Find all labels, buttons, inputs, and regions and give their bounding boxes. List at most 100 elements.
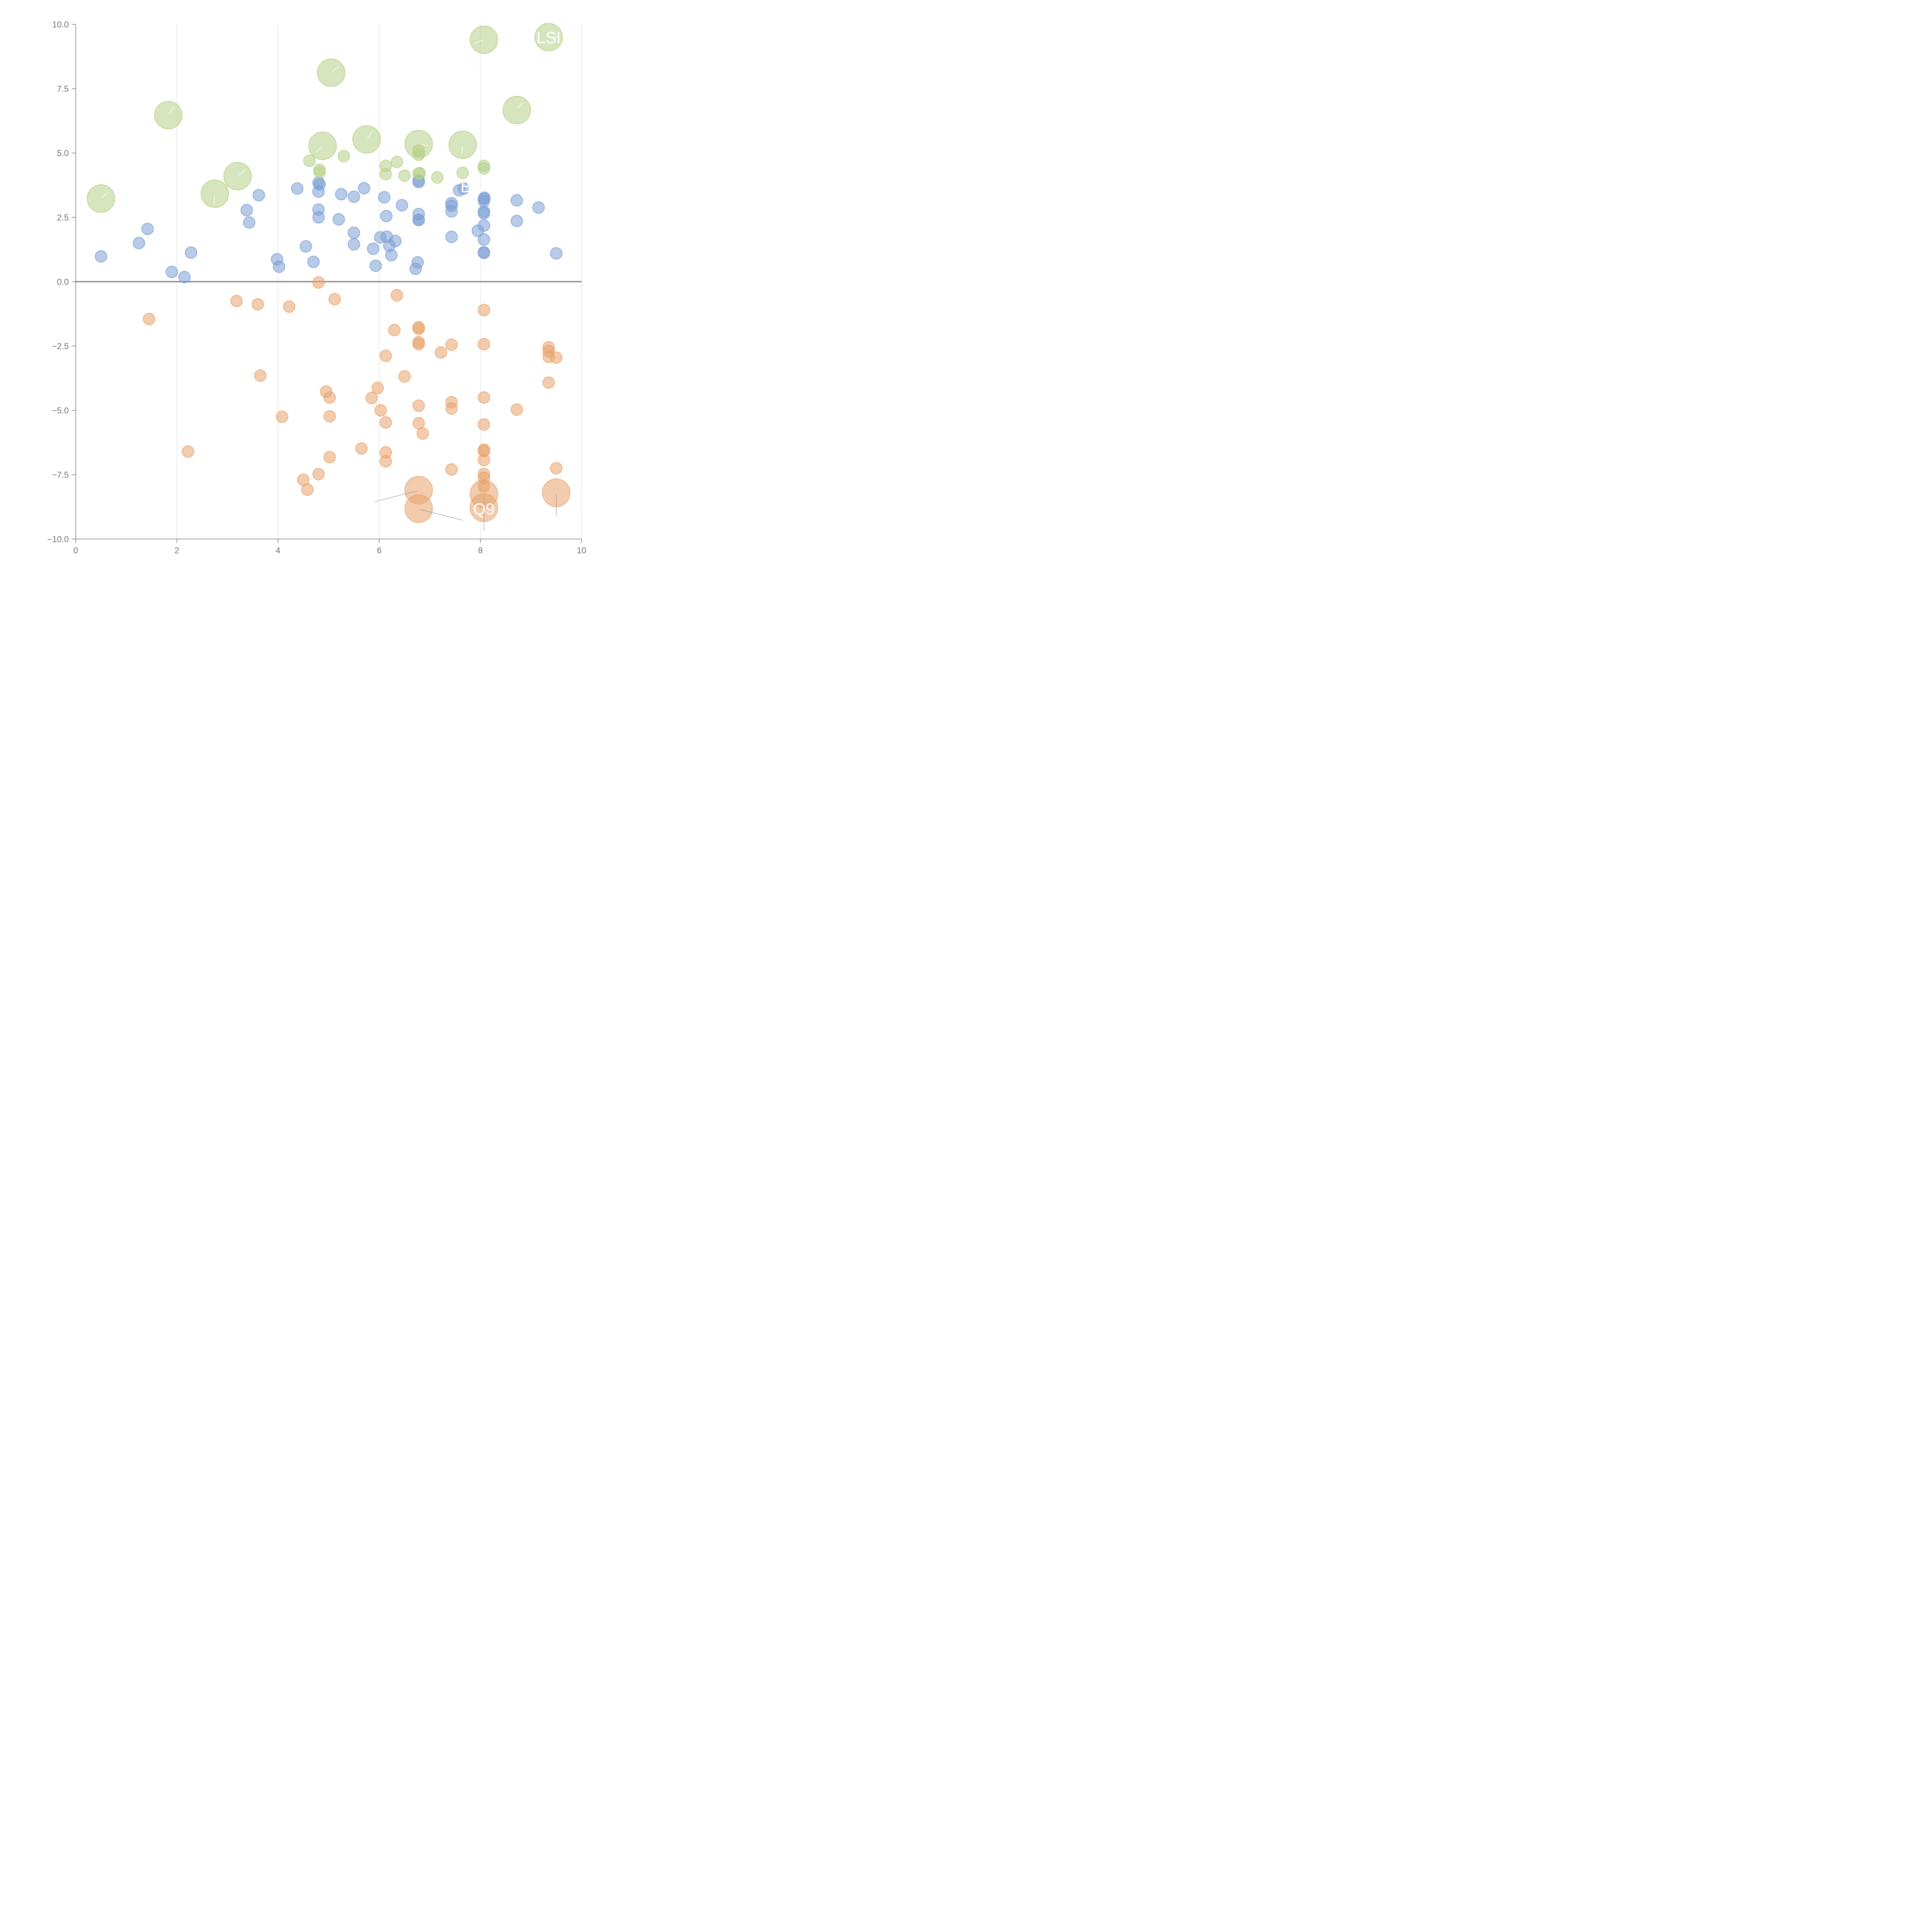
blue-point-61 xyxy=(550,247,563,260)
blue-point-41 xyxy=(412,214,425,226)
blue-point-20 xyxy=(335,188,348,201)
data-points xyxy=(87,23,571,523)
green-point-15 xyxy=(478,162,490,175)
annotation-label-2: Q9 xyxy=(473,500,495,518)
orange-point-49 xyxy=(510,403,523,416)
annotation-label-0: LSI xyxy=(536,28,561,46)
orange-point-41 xyxy=(478,391,490,404)
leader-line-6 xyxy=(169,107,175,114)
x-tick-label-5: 10 xyxy=(577,546,586,555)
blue-point-17 xyxy=(312,211,325,224)
y-tick-label-5: 2.5 xyxy=(57,213,69,223)
leader-line-0 xyxy=(374,490,418,502)
series-green xyxy=(87,23,563,213)
blue-point-60 xyxy=(532,201,545,214)
green-point-20 xyxy=(308,131,337,160)
orange-point-9 xyxy=(312,276,325,289)
orange-point-5 xyxy=(276,410,289,423)
blue-point-8 xyxy=(252,189,265,202)
annotation-label-1: BA xyxy=(461,178,482,196)
green-point-23 xyxy=(404,129,433,158)
orange-point-30 xyxy=(412,338,425,350)
blue-point-56 xyxy=(478,247,490,259)
x-tick-label-1: 2 xyxy=(175,546,179,555)
x-tick-label-2: 4 xyxy=(276,546,280,555)
leader-line-15 xyxy=(517,102,523,109)
annotations: LSI BA Q9 xyxy=(461,28,561,518)
green-point-24 xyxy=(448,130,477,159)
green-point-2 xyxy=(313,166,326,179)
orange-point-15 xyxy=(328,293,341,306)
blue-point-11 xyxy=(291,182,304,195)
y-tick-label-4: 0.0 xyxy=(57,277,69,287)
green-point-16 xyxy=(87,184,116,213)
leader-line-1 xyxy=(420,509,463,521)
annotation-leader-lines xyxy=(102,37,559,531)
series-orange xyxy=(143,276,571,523)
x-tick-label-4: 8 xyxy=(478,546,483,555)
orange-point-2 xyxy=(230,294,243,307)
orange-point-57 xyxy=(404,494,433,523)
blue-point-22 xyxy=(347,226,360,239)
orange-point-24 xyxy=(388,324,401,337)
y-tick-label-8: 10.0 xyxy=(52,20,69,29)
green-point-13 xyxy=(456,167,469,179)
blue-point-5 xyxy=(185,246,197,259)
leader-line-8 xyxy=(238,169,246,175)
green-point-3 xyxy=(337,150,350,162)
blue-point-12 xyxy=(299,240,312,253)
orange-point-0 xyxy=(143,313,155,325)
blue-point-24 xyxy=(358,182,371,195)
leader-line-9 xyxy=(315,146,322,153)
orange-point-18 xyxy=(371,382,384,395)
blue-point-54 xyxy=(478,233,490,246)
orange-point-16 xyxy=(355,442,368,455)
leader-line-11 xyxy=(367,131,373,138)
orange-point-54 xyxy=(550,351,563,364)
blue-point-34 xyxy=(396,199,408,212)
orange-point-33 xyxy=(416,427,429,440)
orange-point-20 xyxy=(379,349,392,362)
blue-point-1 xyxy=(133,237,145,250)
green-point-12 xyxy=(431,171,444,184)
orange-point-31 xyxy=(412,400,425,412)
orange-point-39 xyxy=(478,304,490,316)
tick-marks: −10.0 −7.5 −5.0 −2.5 0.0 2.5 5.0 7.5 10.0 0 2 4 6 8 10 xyxy=(47,20,586,555)
leader-line-5 xyxy=(102,192,109,198)
blue-point-58 xyxy=(510,194,523,207)
orange-point-25 xyxy=(391,289,403,302)
leader-line-14 xyxy=(474,40,483,44)
blue-point-52 xyxy=(478,207,490,219)
orange-point-26 xyxy=(398,370,411,383)
blue-point-7 xyxy=(243,216,255,229)
green-point-17 xyxy=(154,101,183,129)
y-tick-label-2: −5.0 xyxy=(52,406,69,415)
x-tick-label-3: 6 xyxy=(377,546,381,555)
blue-point-32 xyxy=(385,249,398,262)
leader-line-10 xyxy=(332,66,339,72)
blue-point-10 xyxy=(273,260,286,273)
green-point-27 xyxy=(534,23,563,52)
y-tick-label-7: 7.5 xyxy=(57,84,69,94)
orange-point-17 xyxy=(365,392,378,405)
orange-point-8 xyxy=(301,483,314,496)
orange-point-40 xyxy=(478,338,490,350)
blue-point-25 xyxy=(367,242,379,255)
blue-point-47 xyxy=(457,182,470,195)
orange-point-6 xyxy=(283,300,296,313)
orange-point-35 xyxy=(445,338,458,351)
blue-point-13 xyxy=(307,255,320,268)
orange-point-12 xyxy=(323,391,336,404)
blue-point-2 xyxy=(141,223,154,235)
orange-point-21 xyxy=(379,416,392,429)
orange-point-23 xyxy=(379,455,392,468)
orange-point-10 xyxy=(312,468,325,481)
blue-point-18 xyxy=(313,178,326,191)
blue-point-26 xyxy=(369,259,382,272)
blue-point-33 xyxy=(389,235,402,247)
blue-point-44 xyxy=(445,205,458,218)
blue-point-45 xyxy=(445,231,458,243)
green-point-25 xyxy=(469,26,498,54)
orange-point-53 xyxy=(542,376,555,389)
leader-line-12 xyxy=(420,144,429,146)
